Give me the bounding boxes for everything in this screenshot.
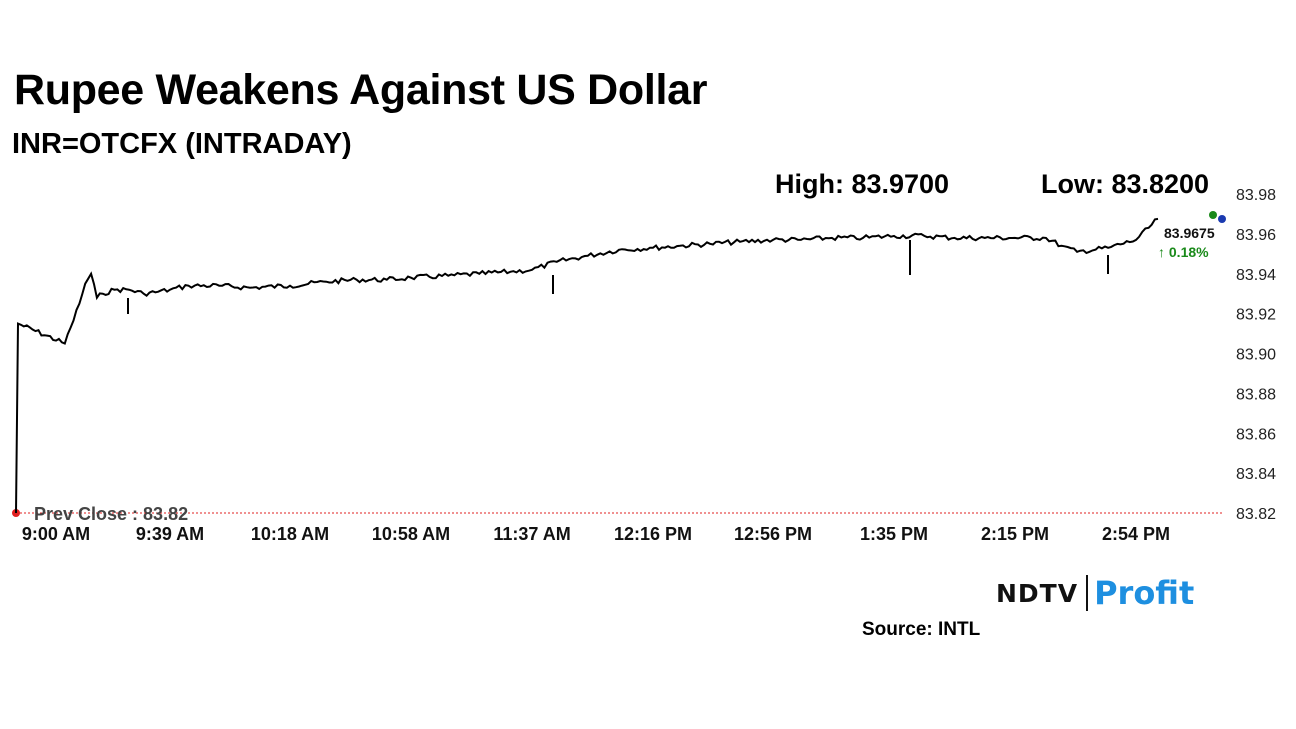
x-tick-label: 10:58 AM — [372, 524, 450, 544]
x-tick-label: 12:56 PM — [734, 524, 812, 544]
y-tick-label: 83.92 — [1236, 307, 1276, 324]
y-tick-label: 83.88 — [1236, 386, 1276, 403]
ndtv-profit-logo: NDTV Profit — [996, 573, 1194, 613]
chart-subtitle: INR=OTCFX (INTRADAY) — [12, 128, 352, 160]
y-tick-label: 83.82 — [1236, 506, 1276, 523]
chart-title: Rupee Weakens Against US Dollar — [14, 66, 708, 114]
low-marker-dot — [1218, 215, 1226, 223]
x-tick-label: 9:00 AM — [22, 524, 90, 544]
x-tick-label: 10:18 AM — [251, 524, 329, 544]
x-tick-label: 11:37 AM — [493, 524, 570, 544]
brand-profit-text: Profit — [1094, 574, 1195, 612]
low-value: Low: 83.8200 — [1041, 169, 1210, 199]
price-series-line — [15, 217, 1159, 514]
x-tick-label: 12:16 PM — [614, 524, 692, 544]
x-tick-label: 2:15 PM — [981, 524, 1049, 544]
x-tick-label: 1:35 PM — [860, 524, 928, 544]
last-price-label: 83.9675 — [1164, 225, 1215, 241]
y-tick-label: 83.96 — [1236, 227, 1276, 244]
y-axis: 83.98 83.96 83.94 83.92 83.90 83.88 83.86 83.84… — [1236, 187, 1276, 523]
prev-close-label: Prev Close : 83.82 — [34, 504, 188, 524]
brand-divider — [1086, 575, 1089, 611]
x-tick-label: 9:39 AM — [136, 524, 204, 544]
brand-ndtv-text: NDTV — [996, 578, 1079, 608]
x-tick-label: 2:54 PM — [1102, 524, 1170, 544]
y-tick-label: 83.86 — [1236, 426, 1276, 443]
y-tick-label: 83.98 — [1236, 187, 1276, 204]
y-tick-label: 83.90 — [1236, 347, 1276, 364]
high-marker-dot — [1209, 211, 1217, 219]
x-axis: 9:00 AM 9:39 AM 10:18 AM 10:58 AM 11:37 AM 12… — [22, 524, 1170, 544]
change-percent-label: ↑ 0.18% — [1158, 244, 1209, 260]
source-note: Source: INTL — [862, 619, 981, 640]
high-value: High: 83.9700 — [775, 169, 950, 199]
y-tick-label: 83.94 — [1236, 267, 1276, 284]
y-tick-label: 83.84 — [1236, 466, 1276, 483]
